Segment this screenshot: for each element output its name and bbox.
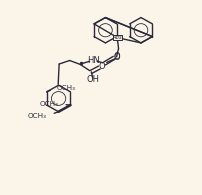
Text: O: O (113, 53, 120, 62)
Text: OCH₃: OCH₃ (40, 101, 59, 107)
FancyBboxPatch shape (113, 35, 122, 40)
Text: Abs: Abs (113, 35, 122, 40)
Text: OCH₃: OCH₃ (56, 85, 75, 90)
Text: O: O (113, 52, 120, 61)
Text: OCH₃: OCH₃ (28, 113, 47, 119)
Text: OH: OH (86, 75, 99, 84)
Text: HN: HN (87, 56, 100, 65)
Text: O: O (98, 62, 105, 71)
